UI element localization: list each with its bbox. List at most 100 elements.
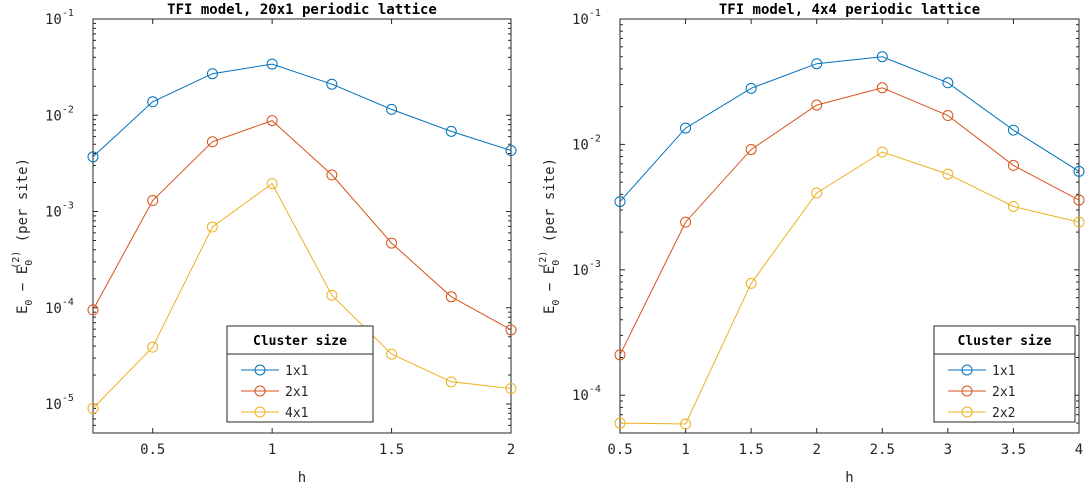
series-line <box>92 63 512 158</box>
legend-entry: 2x1 <box>285 385 308 400</box>
data-point <box>386 103 398 115</box>
data-point <box>326 78 338 90</box>
data-point <box>614 196 626 208</box>
legend-entry: 2x1 <box>992 385 1015 400</box>
x-tick-label: 0.5 <box>607 442 632 458</box>
data-point <box>876 51 888 63</box>
data-point <box>505 382 517 394</box>
data-point <box>745 82 757 94</box>
legend: Cluster size 1x1 2x1 2x2 <box>933 325 1076 423</box>
chart-title: TFI model, 4x4 periodic lattice <box>719 2 980 18</box>
data-point <box>876 82 888 94</box>
x-tick-label: 2 <box>507 442 515 458</box>
data-point <box>206 221 218 233</box>
data-point <box>326 169 338 181</box>
x-tick-label: 3 <box>944 442 952 458</box>
x-tick-label: 4 <box>1075 442 1083 458</box>
data-point <box>1007 124 1019 136</box>
legend-box <box>933 325 1076 423</box>
chart-panel-1: 0.5 1 1.5 2 10-5 10-4 10-3 10-2 10-1 TFI model, 2… <box>11 2 517 486</box>
data-point <box>942 77 954 89</box>
data-point <box>614 417 626 429</box>
legend-title: Cluster size <box>253 334 347 349</box>
y-tick-label: 10-4 <box>45 297 74 317</box>
data-point <box>147 195 159 207</box>
data-point <box>147 341 159 353</box>
legend-entry: 2x2 <box>992 406 1015 421</box>
series-2x1 <box>614 82 1085 361</box>
legend-marker <box>961 364 973 376</box>
data-point <box>680 216 692 228</box>
data-point <box>745 277 757 289</box>
legend-marker <box>254 406 266 418</box>
data-point <box>505 324 517 336</box>
legend-box <box>226 325 374 423</box>
series-1x1 <box>614 51 1085 208</box>
series-line <box>92 182 512 409</box>
y-tick-label: 10-1 <box>572 8 601 28</box>
data-point <box>680 122 692 134</box>
series-line <box>92 120 512 331</box>
series-2x2 <box>614 146 1085 430</box>
x-tick-label: 1.5 <box>379 442 404 458</box>
x-tick-label: 0.5 <box>140 442 165 458</box>
series-1x1 <box>87 58 517 163</box>
y-tick-label: 10-4 <box>572 384 601 404</box>
data-point <box>876 146 888 158</box>
data-point <box>206 68 218 80</box>
data-point <box>811 99 823 111</box>
legend-marker <box>961 385 973 397</box>
series-line <box>619 87 1080 356</box>
data-point <box>445 376 457 388</box>
legend: Cluster size 1x1 2x1 4x1 <box>226 325 374 423</box>
series-4x1 <box>87 178 517 414</box>
data-point <box>147 96 159 108</box>
data-point <box>266 178 278 190</box>
chart-title: TFI model, 20x1 periodic lattice <box>167 2 437 18</box>
legend-marker <box>254 364 266 376</box>
data-point <box>87 304 99 316</box>
data-point <box>266 115 278 127</box>
x-tick-label: 1 <box>268 442 276 458</box>
y-tick-label: 10-3 <box>572 259 601 279</box>
y-axis-label: E0 − E0(2) (per site) <box>11 158 35 314</box>
legend-marker <box>254 385 266 397</box>
data-point <box>206 136 218 148</box>
x-tick-label: 2.5 <box>870 442 895 458</box>
data-point <box>942 110 954 122</box>
data-point <box>942 168 954 180</box>
x-tick-label: 2 <box>812 442 820 458</box>
data-point <box>445 125 457 137</box>
data-point <box>505 145 517 157</box>
data-point <box>1073 194 1085 206</box>
data-point <box>87 402 99 414</box>
data-point <box>87 151 99 163</box>
y-tick-label: 10-3 <box>45 201 74 221</box>
data-point <box>326 289 338 301</box>
data-point <box>445 291 457 303</box>
series-2x1 <box>87 115 517 336</box>
plot-area <box>619 18 1080 434</box>
data-point <box>745 144 757 156</box>
data-point <box>1007 200 1019 212</box>
data-point <box>1007 159 1019 171</box>
data-point <box>386 237 398 249</box>
data-point <box>1073 216 1085 228</box>
data-point <box>386 348 398 360</box>
x-axis-label: h <box>298 470 306 486</box>
y-tick-label: 10-1 <box>45 8 74 28</box>
legend-title: Cluster size <box>958 334 1052 349</box>
y-tick-label: 10-2 <box>45 104 74 124</box>
data-point <box>811 58 823 70</box>
chart-panel-2: 0.5 1 1.5 2 2.5 3 3.5 4 10-4 10-3 10-2 10-1 TFI mode… <box>538 2 1085 486</box>
series-line <box>619 151 1080 425</box>
y-tick-label: 10-5 <box>45 393 74 413</box>
legend-entry: 1x1 <box>992 364 1015 379</box>
y-axis-label: E0 − E0(2) (per site) <box>538 158 562 314</box>
data-point <box>266 58 278 70</box>
x-tick-label: 1 <box>681 442 689 458</box>
x-axis-label: h <box>845 470 853 486</box>
legend-entry: 1x1 <box>285 364 308 379</box>
x-tick-label: 3.5 <box>1001 442 1026 458</box>
data-point <box>614 349 626 361</box>
